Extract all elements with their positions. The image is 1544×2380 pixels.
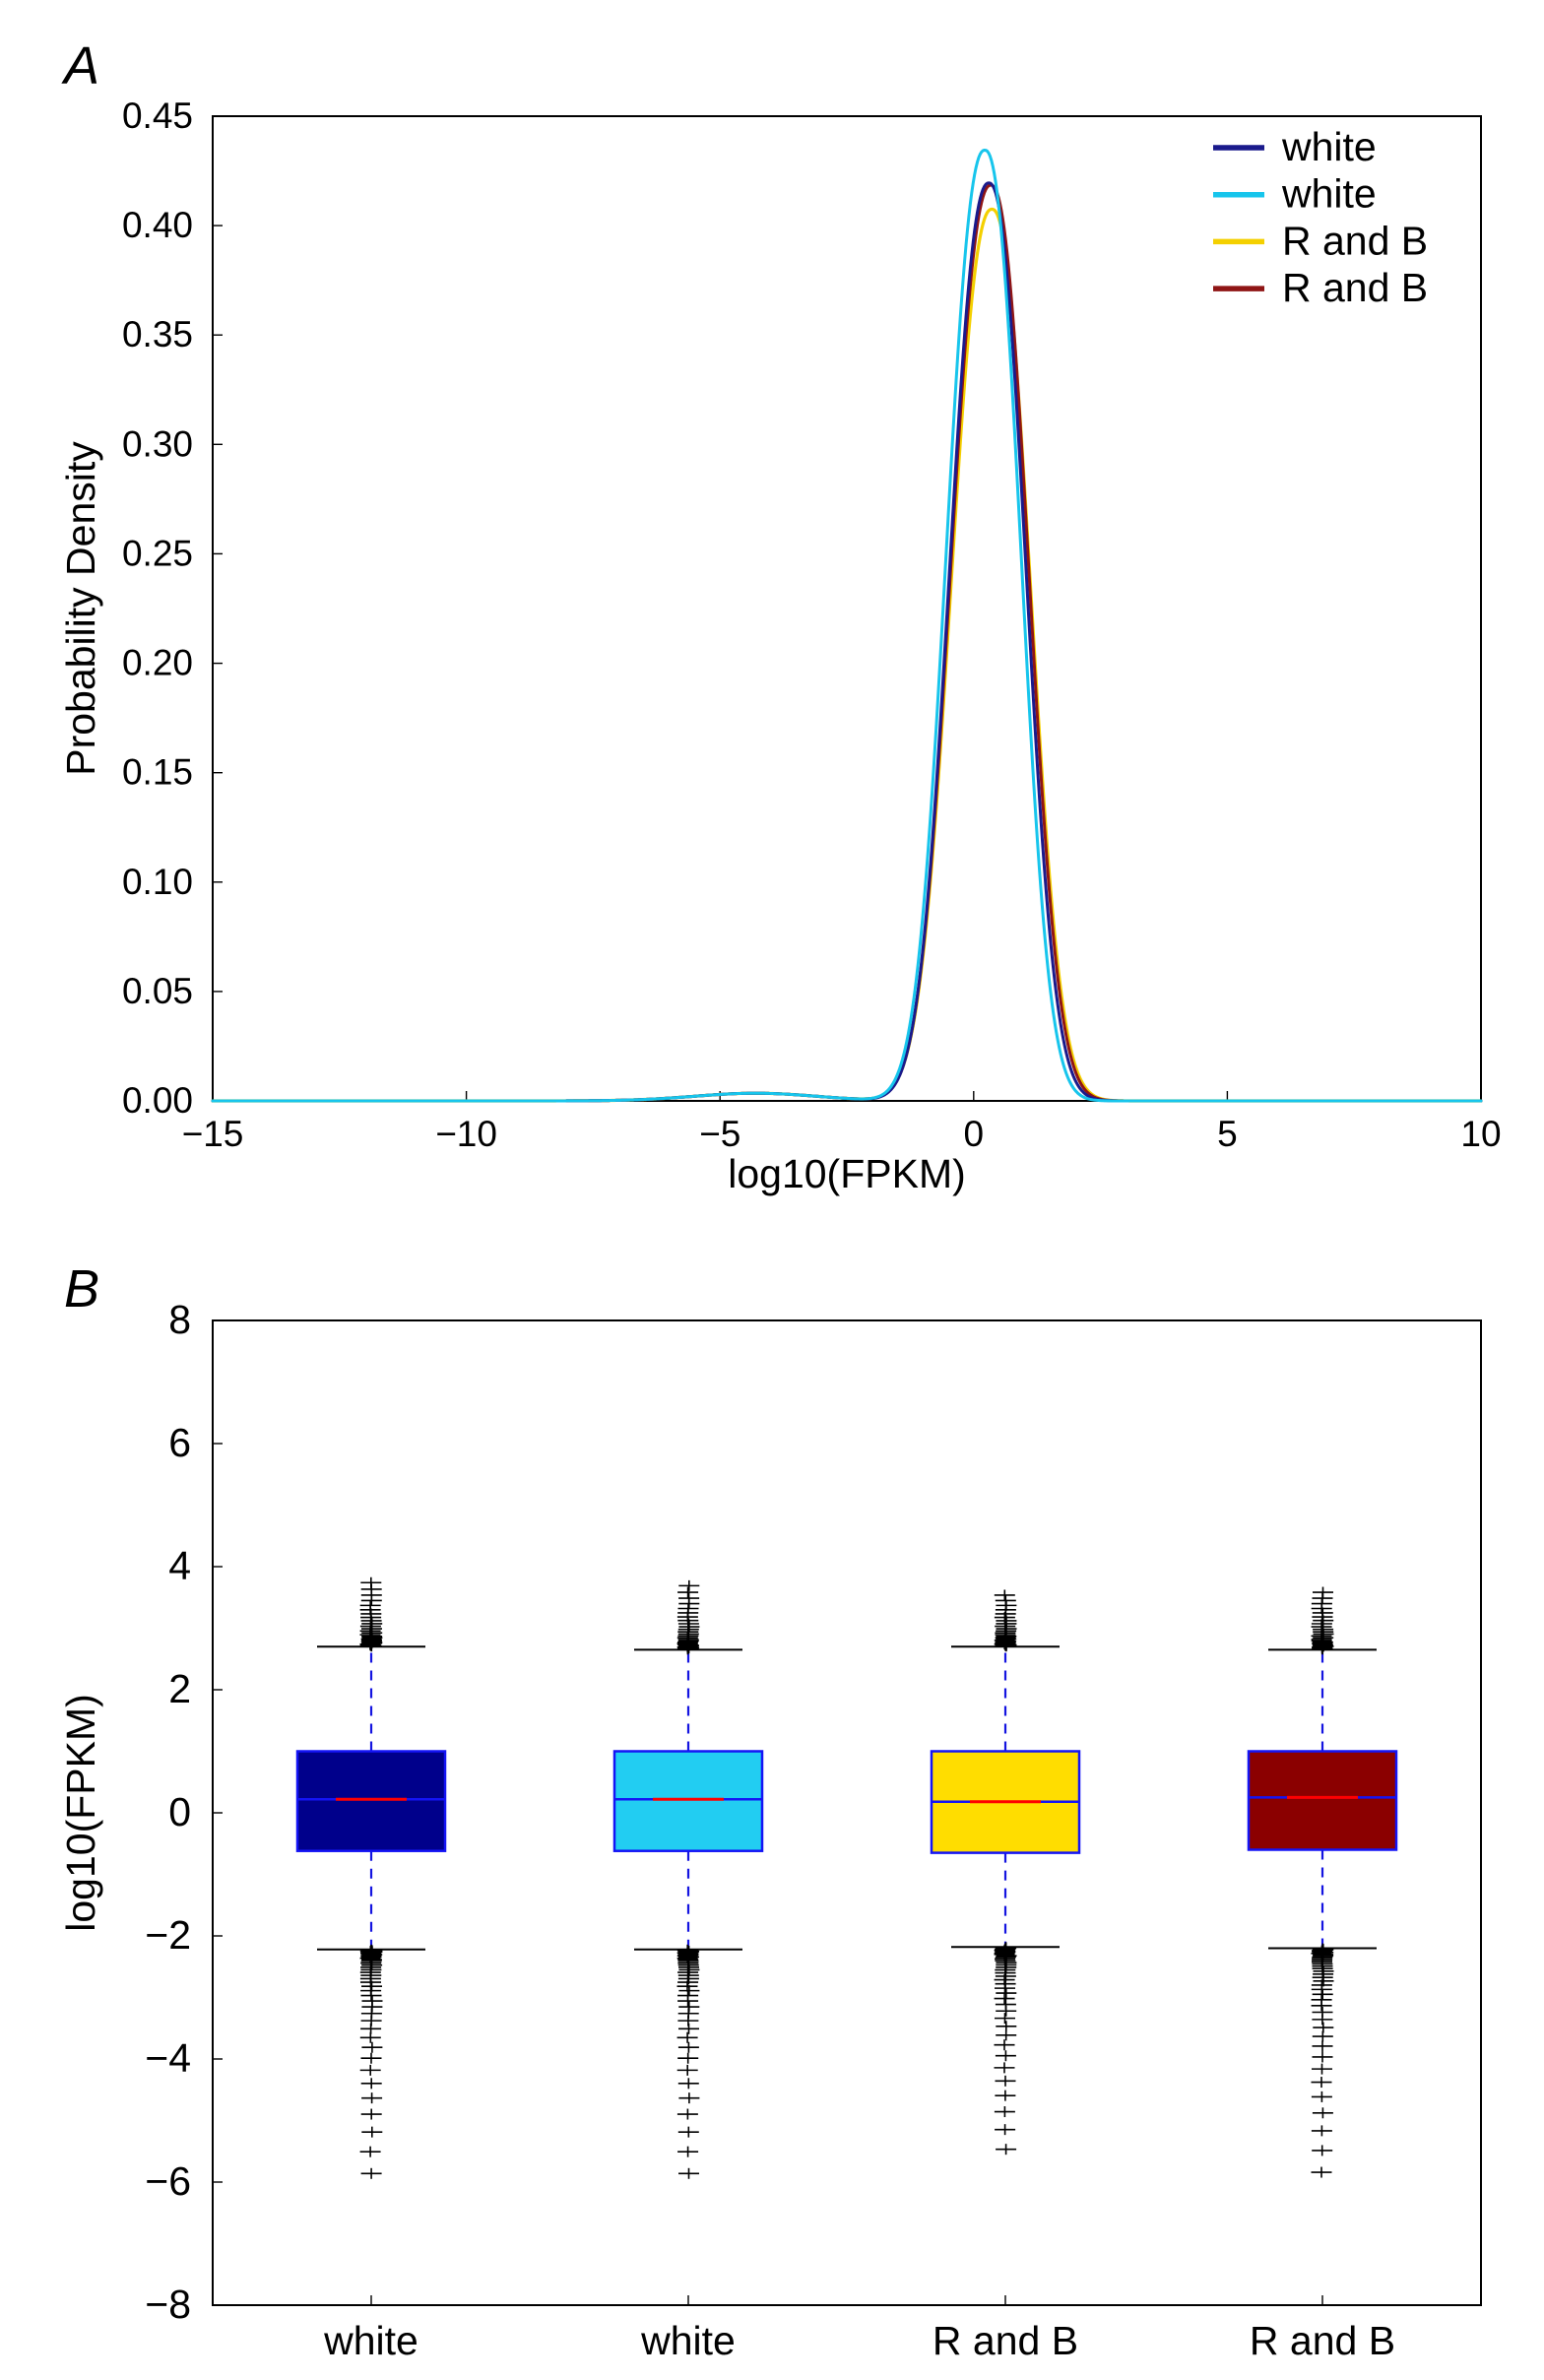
svg-text:R and B: R and B <box>1282 218 1428 263</box>
svg-text:0: 0 <box>964 1114 985 1154</box>
svg-text:2: 2 <box>168 1666 191 1711</box>
svg-text:log10(FPKM): log10(FPKM) <box>58 1694 103 1932</box>
svg-text:log10(FPKM): log10(FPKM) <box>728 1151 966 1196</box>
svg-text:0.35: 0.35 <box>122 314 193 354</box>
svg-text:10: 10 <box>1460 1114 1501 1154</box>
svg-text:white: white <box>323 2318 418 2363</box>
svg-text:white: white <box>640 2318 736 2363</box>
svg-text:6: 6 <box>168 1420 191 1465</box>
svg-text:8: 8 <box>168 1297 191 1342</box>
svg-text:−2: −2 <box>145 1912 191 1958</box>
svg-text:R and B: R and B <box>1282 265 1428 310</box>
svg-text:B: B <box>64 1259 99 1319</box>
svg-text:−6: −6 <box>145 2158 191 2204</box>
svg-text:0.15: 0.15 <box>122 752 193 793</box>
svg-text:0.45: 0.45 <box>122 96 193 136</box>
svg-text:0.10: 0.10 <box>122 862 193 902</box>
svg-text:0.40: 0.40 <box>122 205 193 245</box>
svg-text:−15: −15 <box>182 1114 244 1154</box>
svg-text:0.05: 0.05 <box>122 971 193 1011</box>
svg-text:0.30: 0.30 <box>122 423 193 464</box>
svg-text:0.25: 0.25 <box>122 533 193 573</box>
svg-text:−8: −8 <box>145 2282 191 2327</box>
svg-text:−5: −5 <box>699 1114 740 1154</box>
svg-text:R and B: R and B <box>1250 2318 1395 2363</box>
svg-text:A: A <box>61 36 99 96</box>
svg-text:−4: −4 <box>145 2035 191 2081</box>
svg-text:R and B: R and B <box>933 2318 1078 2363</box>
svg-text:Probability Density: Probability Density <box>58 441 103 776</box>
svg-text:white: white <box>1281 171 1377 217</box>
svg-text:0: 0 <box>168 1789 191 1834</box>
svg-text:0.20: 0.20 <box>122 643 193 683</box>
svg-text:5: 5 <box>1217 1114 1238 1154</box>
svg-text:4: 4 <box>168 1543 191 1588</box>
svg-text:white: white <box>1281 124 1377 169</box>
svg-text:−10: −10 <box>435 1114 497 1154</box>
